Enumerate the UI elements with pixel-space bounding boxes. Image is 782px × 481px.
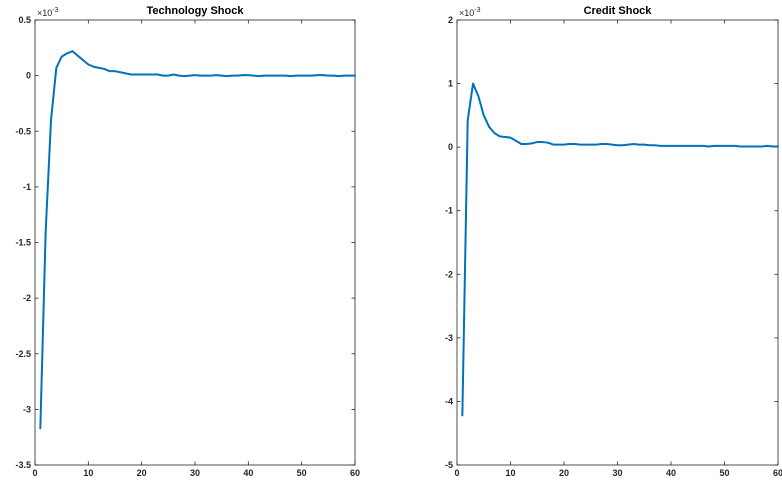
y-tick-label: 0 xyxy=(448,142,453,152)
x-tick-label: 40 xyxy=(243,468,253,478)
y-tick-label: -1 xyxy=(23,182,31,192)
x-tick-label: 60 xyxy=(773,468,782,478)
x-tick-label: 10 xyxy=(505,468,515,478)
plot-area xyxy=(34,19,356,466)
x-tick-label: 50 xyxy=(297,468,307,478)
y-tick-label: -4 xyxy=(445,396,453,406)
y-tick-label: 0.5 xyxy=(18,15,31,25)
x-tick-label: 0 xyxy=(32,468,37,478)
x-tick-label: 20 xyxy=(559,468,569,478)
axis-multiplier: ×10-3 xyxy=(37,7,59,18)
y-tick-label: -2 xyxy=(445,269,453,279)
chart-panel-2: Credit Shock×10-30 10 20 30 40 50 60210-1-2-3-… xyxy=(445,5,782,478)
y-tick-label: -0.5 xyxy=(15,126,31,136)
x-tick-label: 50 xyxy=(719,468,729,478)
y-tick-label: 1 xyxy=(448,79,453,89)
chart-title: Credit Shock xyxy=(584,5,653,17)
y-tick-label: -5 xyxy=(445,460,453,470)
x-tick-label: 0 xyxy=(454,468,459,478)
series-line-1 xyxy=(461,82,779,417)
plot-area xyxy=(456,19,779,466)
x-tick-label: 60 xyxy=(350,468,360,478)
y-tick-label: -1.5 xyxy=(15,238,31,248)
y-tick-label: -3 xyxy=(23,404,31,414)
y-tick-label: -1 xyxy=(445,206,453,216)
axis-multiplier: ×10-3 xyxy=(459,7,481,18)
y-tick-label: 2 xyxy=(448,15,453,25)
x-tick-label: 20 xyxy=(137,468,147,478)
y-tick-label: -2.5 xyxy=(15,349,31,359)
x-tick-label: 30 xyxy=(190,468,200,478)
chart-title: Technology Shock xyxy=(147,5,245,17)
chart-panel-1: Technology Shock ×10-3 0 10 20 30 40 50 60 0.5 0 -0… xyxy=(15,5,360,478)
x-tick-label: 30 xyxy=(612,468,622,478)
y-tick-label: -2 xyxy=(23,293,31,303)
y-tick-label: -3.5 xyxy=(15,460,31,470)
y-tick-label: 0 xyxy=(26,71,31,81)
y-tick-label: -3 xyxy=(445,333,453,343)
x-tick-label: 40 xyxy=(666,468,676,478)
x-tick-label: 10 xyxy=(83,468,93,478)
series-line-1 xyxy=(39,50,356,430)
